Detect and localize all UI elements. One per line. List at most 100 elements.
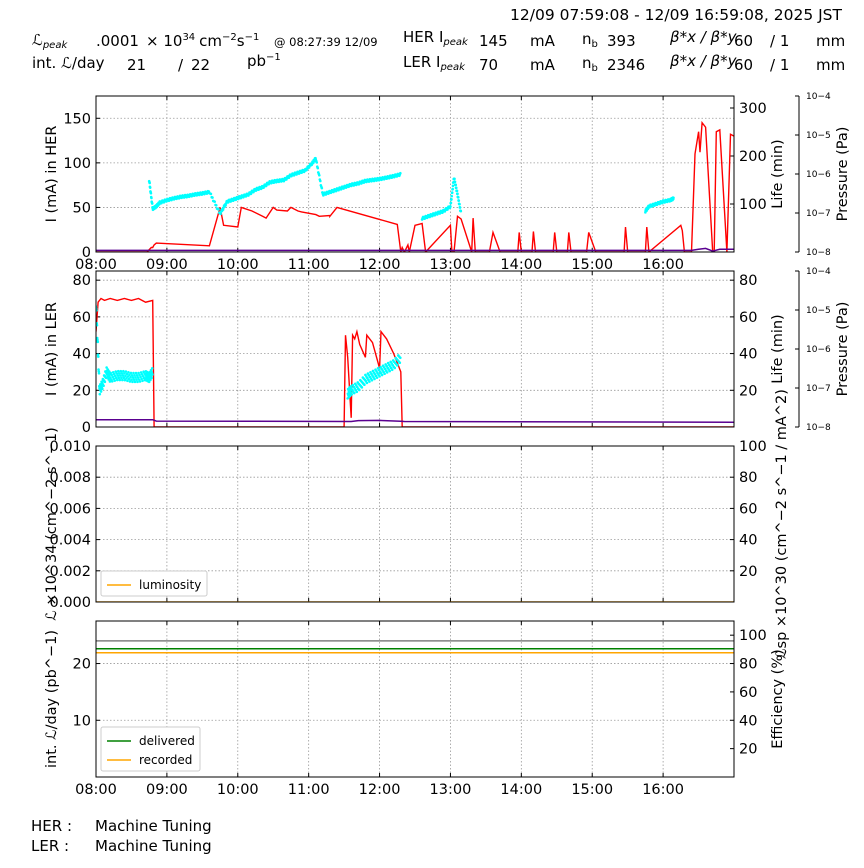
lifetime-point [358,388,361,392]
lifetime-point [113,374,117,378]
lifetime-point [127,370,130,374]
lifetime-point [96,336,99,340]
her-nb-label: nb [582,30,598,50]
lifetime-point [138,380,142,383]
panel-luminosity: 0.000 0.002 0.004 0.006 0.008 0.010 20 40 60 80 10… [44,389,790,659]
lifetime-point [150,202,154,205]
lifetime-point [125,377,128,380]
lifetime-point [221,208,225,211]
lifetime-point [132,371,135,375]
lifetime-point [365,381,369,385]
lifetime-point [131,376,135,379]
y-tick-label: 0.004 [49,533,91,549]
lpeak-time: @ 08:27:39 12/09 [274,35,378,49]
y-tick-label: 50 [73,200,91,216]
lifetime-point [111,370,115,374]
lifetime-point [139,371,143,374]
lifetime-point [142,376,146,380]
lifetime-point [457,199,461,202]
plot-frame [95,95,735,253]
pressure-tick-label: 10−6 [806,170,831,180]
lifetime-point [455,189,459,193]
lifetime-point [130,373,134,377]
y-right-tick-label: 80 [739,657,757,673]
legend-label: luminosity [139,578,201,592]
x-tick-label: 09:00 [146,782,188,798]
her-beta-label: β*x / β*y [669,28,738,46]
y-tick-label: 0 [82,420,91,436]
y-tick-label: 0.008 [49,470,91,486]
her-status-label: HER : [31,817,72,835]
lifetime-point [132,378,136,381]
lifetime-point [134,371,138,375]
lifetime-point [385,371,389,374]
x-tick-label: 15:00 [571,782,613,798]
lifetime-point [217,208,220,211]
x-tick-label: 12:00 [359,257,401,273]
lifetime-point [97,372,101,375]
x-tick-label: 13:00 [430,782,472,798]
lifetime-point [375,376,379,379]
lifetime-point [122,369,125,373]
y-tick-label: 100 [63,156,91,172]
lifetime-point [114,370,118,373]
lifetime-point [116,374,120,377]
lifetime-point [115,372,119,375]
legend-box [100,570,208,597]
her-ipeak-label: HER Ipeak [403,28,469,48]
y-tick-label: 20 [73,657,91,673]
ler-nb-label: nb [582,54,598,74]
lifetime-point [136,376,140,379]
series-group [96,640,734,654]
lifetime-point [142,370,145,374]
x-tick-label: 08:00 [75,782,117,798]
lifetime-point [133,380,137,384]
series-group [96,120,734,252]
y-tick-label: 0 [82,245,91,261]
pressure-tick-label: 10−5 [806,131,831,141]
lifetime-point [116,369,120,373]
y-tick-label: 20 [73,383,91,399]
x-tick-label: 11:00 [288,257,330,273]
lifetime-point [211,196,214,199]
lifetime-point [121,378,124,382]
lifetime-point [99,390,103,393]
lifetime-point [149,191,153,195]
plot-frame [95,270,735,428]
lifetime-point [363,383,366,387]
y-tick-label: 150 [63,111,91,127]
pressure-tick-label: 10−7 [806,384,831,394]
lifetime-point [451,187,455,191]
lifetime-point [213,200,217,203]
series-group [96,297,734,427]
ler-beta-x: 60 [734,56,753,74]
her-nb-value: 393 [607,32,636,50]
lifetime-point [214,204,218,207]
y-right-tick-label: 80 [739,470,757,486]
lifetime-point [449,205,452,208]
lifetime-point [219,212,222,216]
her-status: Machine Tuning [95,817,212,835]
ler-beta-label: β*x / β*y [669,52,738,70]
lifetime-point [151,373,154,376]
panel-integrated: 08:00 09:00 10:00 11:00 12:00 13:00 14:00 15:00… [44,620,786,798]
lifetime-point [109,378,113,381]
lifetime-point [96,355,100,358]
lifetime-point [109,371,112,375]
lifetime-point [150,196,153,200]
lifetime-point [399,171,402,175]
lifetime-point [453,177,456,181]
lifetime-point [123,372,126,375]
lifetime-point [128,380,132,383]
y-right-tick-label: 80 [739,273,757,289]
ler-status-label: LER : [31,837,69,855]
x-tick-label: 11:00 [288,782,330,798]
lifetime-point [147,380,151,384]
lpeak-value: .0001 [96,32,139,50]
lifetime-point [370,378,374,382]
y-right-tick-label: 40 [739,347,757,363]
lifetime-point [388,369,391,373]
her-ipeak-unit: mA [530,32,556,50]
lifetime-point [96,321,99,325]
